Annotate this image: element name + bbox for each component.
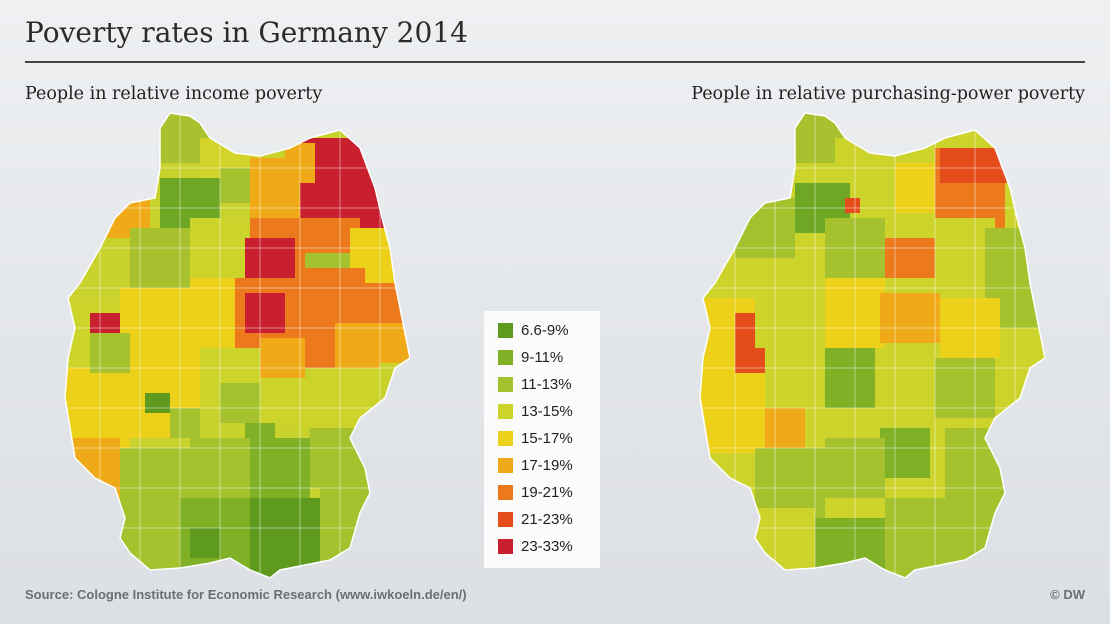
legend-label: 19-21% xyxy=(521,483,573,501)
legend-label: 17-19% xyxy=(521,456,573,474)
title-rule xyxy=(25,61,1085,63)
income-poverty-map xyxy=(64,112,410,578)
legend-item: 6.6-9% xyxy=(498,320,569,340)
legend-swatch xyxy=(498,322,513,338)
legend-label: 15-17% xyxy=(521,429,573,447)
legend-swatch xyxy=(498,457,513,473)
legend-item: 13-15% xyxy=(498,401,573,421)
legend-item: 23-33% xyxy=(498,536,573,556)
legend-swatch xyxy=(498,538,513,554)
purchasing-power-poverty-map xyxy=(699,112,1045,578)
legend-item: 15-17% xyxy=(498,428,573,448)
legend-item: 17-19% xyxy=(498,455,573,475)
source-note: Source: Cologne Institute for Economic R… xyxy=(25,587,467,602)
legend-swatch xyxy=(498,403,513,419)
legend-swatch xyxy=(498,511,513,527)
legend-label: 11-13% xyxy=(521,375,572,393)
legend-label: 6.6-9% xyxy=(521,321,569,339)
legend-item: 19-21% xyxy=(498,482,573,502)
legend-label: 9-11% xyxy=(521,348,564,366)
legend-swatch xyxy=(498,349,513,365)
legend-label: 21-23% xyxy=(521,510,573,528)
legend-label: 23-33% xyxy=(521,537,573,555)
map-left-title: People in relative income poverty xyxy=(25,84,323,104)
map-right-title: People in relative purchasing-power pove… xyxy=(691,84,1085,104)
legend-label: 13-15% xyxy=(521,402,573,420)
copyright-note: © DW xyxy=(1050,587,1085,602)
legend-item: 21-23% xyxy=(498,509,573,529)
legend-swatch xyxy=(498,484,513,500)
legend-swatch xyxy=(498,376,513,392)
legend-swatch xyxy=(498,430,513,446)
chart-title: Poverty rates in Germany 2014 xyxy=(25,16,468,49)
legend-item: 9-11% xyxy=(498,347,563,367)
legend: 6.6-9% 9-11% 11-13% 13-15% 15-17% 17-19%… xyxy=(484,311,600,568)
legend-item: 11-13% xyxy=(498,374,572,394)
